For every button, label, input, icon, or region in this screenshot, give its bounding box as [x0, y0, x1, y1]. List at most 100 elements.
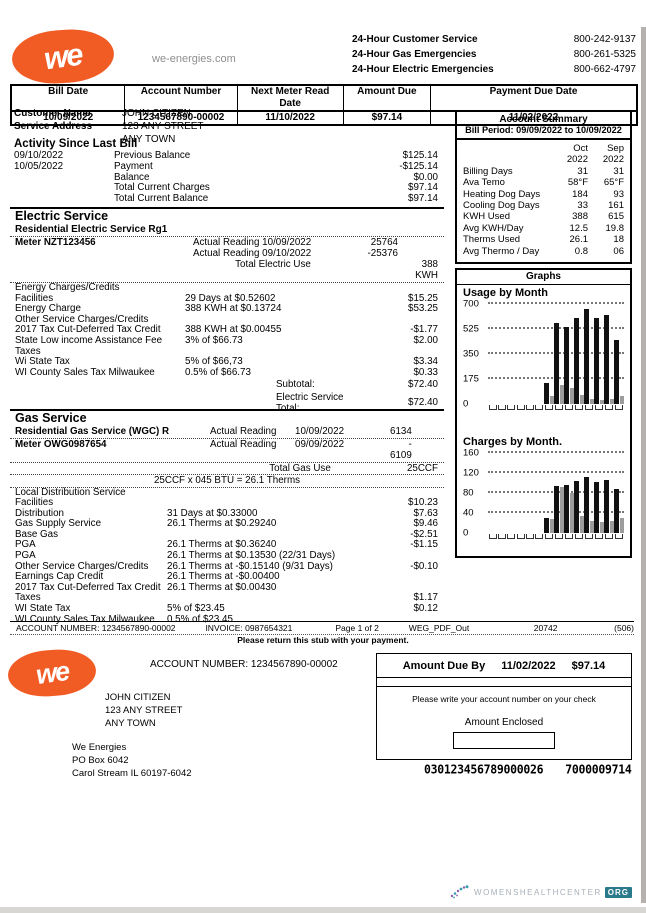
charge-row: PGA 26.1 Therms at $0.13530 (22/31 Days) [10, 550, 444, 562]
charge-row: State Low income Assistance Fee 3% of $6… [10, 335, 444, 347]
x-axis-tick [574, 405, 583, 410]
contact-row: 24-Hour Gas Emergencies 800-261-5325 [352, 47, 636, 62]
gas-conversion-note: 25CCF x 045 BTU = 26.1 Therms [10, 475, 444, 488]
activity-section: Activity Since Last Bill 09/10/2022 Prev… [14, 137, 438, 205]
charge-detail: 5% of $66,73 [185, 356, 243, 368]
charge-row: WI State Tax 5% of $23.45 $0.12 [10, 603, 444, 615]
amount-due-box: Amount Due By 11/02/2022 $97.14 Please w… [376, 653, 632, 760]
summary-sep-value: 615 [608, 211, 624, 223]
amount-due-value: $97.14 [571, 660, 606, 672]
electric-total-row: Total Electric Use 388 KWH [10, 259, 444, 281]
return-stub-note: Please return this stub with your paymen… [237, 635, 409, 645]
charge-amount: -$2.51 [410, 528, 438, 540]
amount-enclosed-field[interactable] [453, 732, 555, 749]
account-number-write-band[interactable] [377, 678, 631, 687]
usage-primary-bar [583, 309, 589, 404]
charge-row: Facilities $10.23 [10, 497, 444, 509]
charges-primary-bar [613, 489, 619, 533]
summary-header-row: Oct Sep [463, 143, 624, 154]
chart-plot-area [488, 451, 624, 539]
electric-service-total-label: Electric Service Total: [276, 391, 344, 414]
summary-row: Heating Dog Days 184 93 [463, 189, 624, 200]
sender-line: We Energies [72, 742, 127, 753]
gas-reading-label: Actual Reading [210, 426, 277, 437]
charge-detail: 29 Days at $0.52602 [185, 292, 276, 304]
x-axis-tick [525, 534, 534, 539]
charge-name: Distribution [15, 507, 65, 519]
summary-row: KWH Used 388 615 [463, 211, 624, 222]
usage-secondary-bar [549, 396, 554, 404]
summary-row-label: Billing Days [463, 165, 513, 177]
footer-item: WEG_PDF_Out [408, 623, 470, 633]
charges-secondary-bar [609, 520, 614, 533]
summary-sep-value: 18 [613, 234, 624, 246]
watermark-name: WOMENSHEALTHCENTER [474, 887, 602, 897]
usage-secondary-bar [579, 394, 584, 404]
charge-amount: $53.25 [408, 303, 438, 315]
usage-primary-bar [613, 340, 619, 404]
activity-row: 10/05/2022 Payment -$125.14 [14, 161, 438, 173]
contact-row: 24-Hour Customer Service 800-242-9137 [352, 32, 636, 47]
charge-amount: $15.25 [408, 292, 438, 304]
charge-row: PGA 26.1 Therms at $0.36240 -$1.15 [10, 540, 444, 551]
footer-item: (506) [614, 623, 634, 633]
charges-secondary-bar [549, 519, 554, 533]
charge-amount: -$1.15 [410, 539, 438, 551]
charge-name: Earnings Cap Credit [15, 571, 104, 583]
activity-row: Balance $0.00 [14, 172, 438, 184]
customer-name-row: Customer Name JOHN CITIZEN [14, 107, 204, 120]
y-axis-tick-label: 120 [463, 467, 479, 479]
chart-y-axis: 700 525 350 175 0 [463, 299, 488, 409]
bar-group [603, 453, 614, 539]
bill-table-cell: 1234567890-00002 [124, 112, 236, 124]
x-axis-tick [507, 534, 516, 539]
charge-amount: $3.34 [413, 356, 438, 368]
summary-oct-value: 12.5 [569, 222, 589, 234]
x-axis-tick [516, 534, 525, 539]
charges-secondary-bar [579, 515, 584, 533]
x-axis-tick [535, 534, 544, 539]
charge-name: PGA [15, 539, 36, 551]
bill-table-cell: 11/02/2022 [430, 112, 636, 124]
charge-detail: 31 Days at $0.33000 [167, 507, 258, 519]
bill-table-row: Bill Date Account Number Next Meter Read D… [12, 86, 636, 110]
account-summary-header: Account Summary Bill Period: 09/09/2022 … [457, 112, 630, 140]
charges-secondary-bar [599, 522, 604, 533]
bar-group [593, 304, 604, 410]
service-address-row: Service Address 123 ANY STREET ANY TOWN [14, 120, 204, 146]
summary-sep-value: 161 [608, 200, 624, 212]
usage-secondary-bar [569, 388, 574, 404]
gas-reading-value: - 6109 [390, 438, 412, 462]
gridline [488, 302, 624, 304]
contact-label: 24-Hour Customer Service [352, 34, 478, 45]
summary-oct-value: 26.1 [569, 234, 589, 246]
summary-sep-value: 06 [613, 245, 624, 257]
graphs-title: Graphs [457, 270, 630, 285]
activity-amount: $97.14 [408, 182, 438, 194]
gas-reading-date: 10/09/2022 [295, 426, 345, 437]
gas-charges: Local Distribution Service Facilities $1… [10, 487, 444, 626]
charge-row: Facilities 29 Days at $0.52602 $15.25 [10, 292, 444, 305]
electric-reading-row: Actual Reading 09/10/2022 -25376 [10, 248, 444, 259]
bar-group [583, 304, 594, 410]
recipient-line: JOHN CITIZEN [105, 692, 171, 703]
charge-amount [366, 572, 438, 583]
x-axis-tick [488, 405, 497, 410]
charge-row: WI County Sales Tax Milwaukee 0.5% of $6… [10, 367, 444, 379]
charge-row: WI County Sales Tax Milwaukee 0.5% of $2… [10, 614, 444, 626]
charges-secondary-bar [559, 487, 564, 533]
electric-service-title: Electric Service [15, 209, 109, 223]
summary-row-label: Ava Temo [463, 177, 505, 189]
bar-group [497, 453, 506, 539]
activity-row: 09/10/2022 Previous Balance $125.14 [14, 150, 438, 162]
usage-secondary-bar [609, 399, 614, 404]
gas-reading-row: Residential Gas Service (WGC) R Actual R… [10, 426, 444, 439]
bill-table-cell: $97.14 [342, 112, 430, 124]
summary-row: Billing Days 31 31 [463, 166, 624, 177]
charge-amount: -$1.77 [410, 324, 438, 336]
charge-row: Energy Charges/Credits [10, 282, 444, 294]
activity-date [14, 173, 114, 184]
summary-oct-value: 184 [572, 188, 588, 200]
electric-service-subtitle: Residential Electric Service Rg1 [10, 224, 444, 237]
charge-name: Gas Supply Service [15, 518, 102, 530]
